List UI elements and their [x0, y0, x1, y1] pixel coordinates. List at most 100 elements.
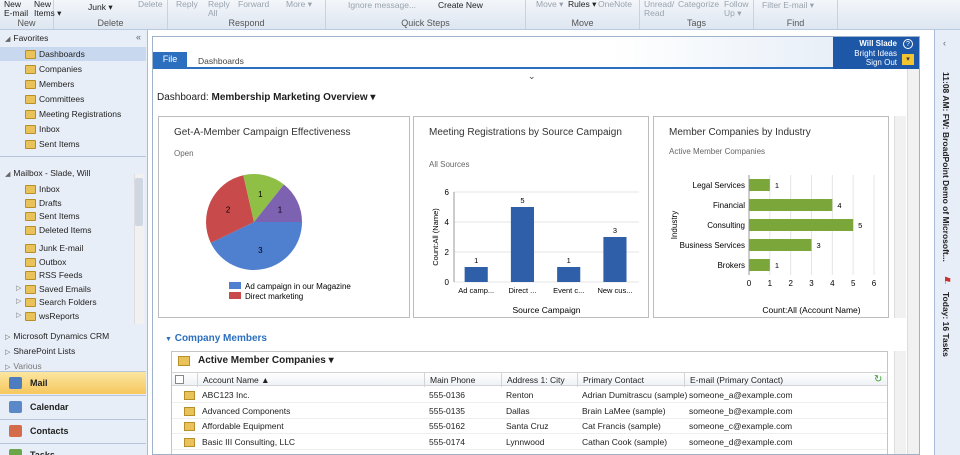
collapse-pane-icon[interactable]: « — [136, 32, 142, 42]
bar-data-label: 1 — [474, 256, 478, 265]
account-icon — [184, 391, 195, 400]
more-header[interactable]: ▷ Various — [5, 361, 42, 371]
table-row[interactable]: ABC123 Inc. 555-0136 Renton Adrian Dumitras… — [172, 388, 887, 403]
table-row[interactable]: Basic III Consulting, LLC 555-0174 Lynnwoo… — [172, 435, 887, 450]
refresh-icon[interactable]: ↻ — [874, 374, 883, 385]
table-cell: Advanced Components — [202, 405, 291, 416]
junk-button[interactable]: Junk ▾ — [88, 2, 113, 12]
ignore-message-quickstep[interactable]: Ignore message... — [348, 0, 417, 10]
dashboard-name[interactable]: Membership Marketing Overview ▾ — [211, 92, 376, 103]
bar[interactable] — [557, 267, 581, 282]
grid-column-header[interactable]: Primary Contact — [577, 373, 684, 387]
grid-column-header[interactable]: E-mail (Primary Contact) — [684, 373, 794, 387]
sharepoint-header[interactable]: ▷ SharePoint Lists — [5, 346, 76, 356]
folder-icon — [25, 199, 36, 208]
y-tick-label: 2 — [445, 248, 450, 257]
grid-scrollbar[interactable] — [894, 351, 906, 454]
tasks-icon — [9, 449, 22, 455]
reply-all-button[interactable]: Reply All — [208, 0, 230, 18]
collapse-icon: ◢ — [5, 171, 11, 178]
dropdown-icon[interactable]: ▾ — [902, 54, 914, 65]
view-selector[interactable]: Active Member Companies ▾ — [198, 355, 334, 366]
move-button[interactable]: Move ▾ — [536, 0, 564, 9]
sign-out-link[interactable]: Sign Out — [865, 58, 897, 67]
nav-button-tasks[interactable]: Tasks — [0, 443, 146, 455]
collapse-chevron-icon[interactable]: ⌄ — [528, 71, 536, 81]
nav-item[interactable]: Sent Items — [0, 137, 146, 151]
page-scrollbar[interactable] — [907, 69, 919, 454]
section-header[interactable]: ▼ Company Members — [165, 333, 267, 344]
mail-folder[interactable]: Outbox — [0, 255, 146, 269]
pie-slice[interactable] — [206, 175, 254, 243]
ribbon-group-find: Filter E-mail ▾ Find — [754, 0, 838, 29]
rules-button[interactable]: Rules ▾ — [568, 0, 597, 9]
nav-item-label: Members — [39, 79, 75, 89]
mail-folder[interactable]: Deleted Items — [0, 223, 146, 237]
new-email-button[interactable]: New E-mail — [4, 0, 29, 18]
table-row[interactable]: Advanced Components 555-0135 Dallas Brain L… — [172, 404, 887, 419]
mailbox-header[interactable]: ◢ Mailbox - Slade, Will — [5, 168, 91, 178]
follow-up-button[interactable]: Follow Up ▾ — [724, 0, 749, 18]
user-name: Will Slade — [859, 39, 897, 48]
nav-item[interactable]: Committees — [0, 92, 146, 106]
more-button[interactable]: More ▾ — [286, 0, 312, 9]
mail-folder[interactable]: ▷ Saved Emails — [0, 282, 146, 296]
mail-folder[interactable]: Drafts — [0, 196, 146, 210]
mail-folder[interactable]: ▷ wsReports — [0, 309, 146, 323]
tasks-count[interactable]: Today: 16 Tasks — [941, 292, 951, 357]
ribbon-group-quick-steps: Ignore message... Create New Quick Steps — [326, 0, 526, 29]
bar[interactable] — [749, 219, 854, 231]
unread-read-button[interactable]: Unread/ Read — [644, 0, 675, 18]
select-all-checkbox[interactable] — [175, 375, 184, 384]
nav-item[interactable]: Meeting Registrations — [0, 107, 146, 121]
bar[interactable] — [749, 259, 770, 271]
group-label-move: Move — [571, 18, 594, 28]
nav-button-contacts[interactable]: Contacts — [0, 419, 146, 442]
bar[interactable] — [464, 267, 488, 282]
mail-folder[interactable]: Sent Items — [0, 209, 146, 223]
mail-folder[interactable]: Junk E-mail — [0, 241, 146, 255]
nav-item[interactable]: Inbox — [0, 122, 146, 136]
grid-column-header[interactable]: Address 1: City — [501, 373, 577, 387]
favorites-header[interactable]: ◢ Favorites — [5, 33, 49, 43]
create-new-quickstep[interactable]: Create New — [438, 0, 483, 10]
bar[interactable] — [510, 207, 535, 282]
legend-label: Ad campaign in our Magazine — [245, 282, 351, 291]
upcoming-message[interactable]: 11:08 AM: FW: BroadPoint Demo of Microso… — [941, 72, 951, 262]
grid-column-header[interactable]: Main Phone — [424, 373, 501, 387]
bar[interactable] — [749, 199, 833, 211]
nav-item[interactable]: Companies — [0, 62, 146, 76]
nav-item[interactable]: Members — [0, 77, 146, 91]
categorize-button[interactable]: Categorize — [678, 0, 720, 9]
onenote-button[interactable]: OneNote — [598, 0, 633, 9]
y-tick-label: Business Services — [680, 241, 745, 250]
bar[interactable] — [749, 179, 770, 191]
mail-folder[interactable]: RSS Feeds — [0, 268, 146, 282]
mail-folder[interactable]: Inbox — [0, 182, 146, 196]
dashboard-scrollbar[interactable] — [894, 116, 906, 318]
table-cell: Cat Francis (sample) — [582, 421, 661, 431]
ribbon: New E-mail New Items ▾ New Junk ▾ Delete… — [0, 0, 960, 30]
delete-button[interactable]: Delete — [138, 0, 163, 9]
file-tab[interactable]: File — [153, 52, 187, 67]
dashboard-selector[interactable]: Dashboard: Membership Marketing Overview… — [157, 92, 375, 103]
filter-email-button[interactable]: Filter E-mail ▾ — [762, 0, 814, 10]
bar[interactable] — [603, 237, 627, 282]
nav-button-calendar[interactable]: Calendar — [0, 395, 146, 418]
reply-button[interactable]: Reply — [176, 0, 198, 9]
new-items-button[interactable]: New Items ▾ — [34, 0, 62, 18]
help-icon[interactable]: ? — [903, 39, 913, 49]
table-row[interactable]: Affordable Equipment 555-0162 Santa Cruz Ca… — [172, 419, 887, 434]
grid-column-header[interactable]: Account Name ▲ — [197, 373, 424, 387]
bar[interactable] — [749, 239, 812, 251]
pie-slice[interactable] — [254, 184, 302, 222]
crm-header[interactable]: ▷ Microsoft Dynamics CRM — [5, 331, 110, 341]
expand-todo-icon[interactable]: ‹ — [943, 38, 946, 48]
pie-slice[interactable] — [210, 222, 302, 270]
mail-folder[interactable]: ▷ Search Folders — [0, 295, 146, 309]
pie-slice[interactable] — [243, 174, 284, 222]
nav-item[interactable]: Dashboards — [0, 47, 146, 61]
forward-button[interactable]: Forward — [238, 0, 270, 9]
nav-button-mail[interactable]: Mail — [0, 371, 146, 394]
breadcrumb[interactable]: Dashboards — [198, 56, 244, 66]
